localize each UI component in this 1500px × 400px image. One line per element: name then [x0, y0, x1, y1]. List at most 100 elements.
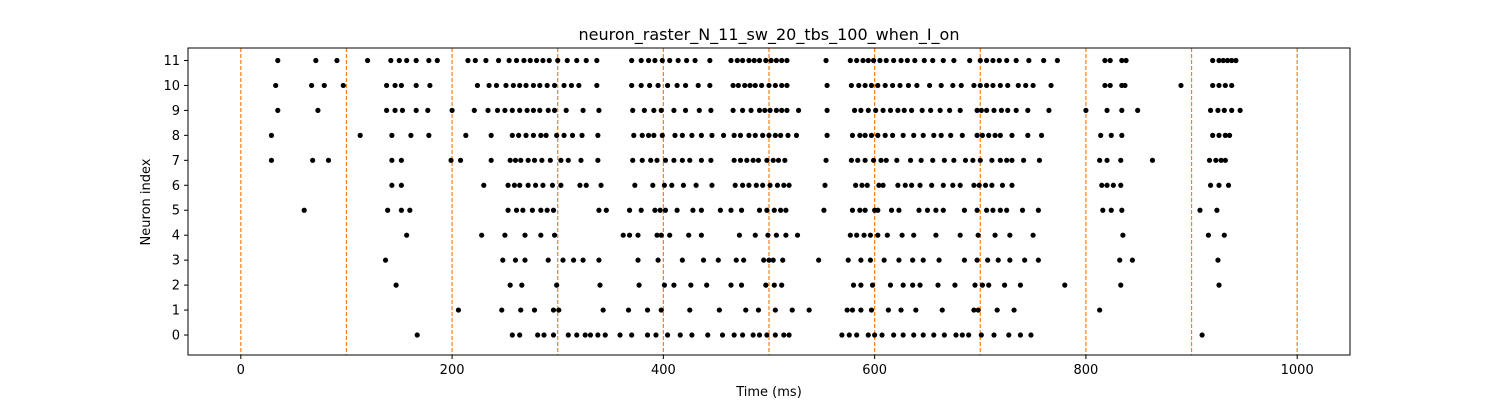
spike-marker	[275, 57, 281, 64]
spike-marker	[620, 232, 626, 238]
spike-marker	[888, 207, 895, 213]
spike-marker	[967, 57, 973, 64]
spike-marker	[793, 132, 800, 138]
spike-marker	[561, 82, 567, 89]
spike-marker	[426, 57, 432, 64]
spike-marker	[794, 232, 801, 238]
spike-marker	[875, 82, 881, 89]
spike-marker	[765, 232, 771, 238]
spike-marker	[884, 232, 890, 238]
spike-marker	[773, 107, 779, 113]
spike-marker	[1149, 157, 1156, 163]
spike-marker	[1017, 282, 1024, 288]
spike-marker	[505, 207, 511, 213]
spike-marker	[594, 57, 600, 64]
spike-marker	[851, 107, 858, 113]
spike-marker	[560, 257, 566, 263]
y-tick-label: 9	[172, 104, 180, 119]
spike-marker	[538, 232, 544, 238]
spike-marker	[507, 282, 513, 288]
spike-marker	[494, 107, 501, 113]
spike-marker	[700, 257, 707, 263]
spike-marker	[975, 307, 981, 313]
spike-marker	[854, 332, 860, 338]
spike-marker	[493, 82, 500, 89]
spike-marker	[630, 157, 636, 163]
spike-marker	[558, 182, 564, 188]
spike-marker	[916, 207, 922, 213]
spike-marker	[393, 282, 399, 288]
spike-marker	[951, 157, 957, 163]
spike-marker	[645, 57, 652, 64]
spike-marker	[1118, 182, 1124, 188]
spike-marker	[847, 232, 853, 238]
spike-marker	[537, 107, 543, 113]
spike-marker	[767, 107, 773, 113]
spike-marker	[933, 207, 939, 213]
spike-marker	[751, 57, 757, 64]
spike-marker	[530, 107, 537, 113]
spike-marker	[1207, 107, 1214, 113]
spike-marker	[875, 207, 881, 213]
spike-marker	[1015, 82, 1021, 89]
spike-marker	[990, 57, 996, 64]
spike-marker	[894, 157, 900, 163]
spike-marker	[905, 82, 912, 89]
spike-marker	[651, 107, 657, 113]
spike-marker	[876, 182, 882, 188]
spike-marker	[731, 332, 737, 338]
spike-marker	[1214, 207, 1220, 213]
spike-marker	[997, 207, 1003, 213]
spike-marker	[950, 82, 956, 89]
stimulus-onset-lines	[240, 48, 1298, 355]
spike-marker	[509, 132, 515, 138]
spike-marker	[398, 82, 404, 89]
spike-marker	[625, 307, 632, 313]
spike-marker	[728, 282, 734, 288]
spike-marker	[858, 307, 864, 313]
spike-marker	[887, 107, 894, 113]
spike-marker	[661, 282, 668, 288]
spike-marker	[739, 57, 746, 64]
spike-marker	[544, 207, 550, 213]
spike-marker	[667, 232, 673, 238]
spike-marker	[756, 332, 763, 338]
spike-marker	[737, 132, 744, 138]
chart-title: neuron_raster_N_11_sw_20_tbs_100_when_I_…	[579, 25, 960, 45]
spike-marker	[523, 82, 529, 89]
spike-marker	[739, 182, 746, 188]
spike-marker	[404, 57, 410, 64]
spike-marker	[537, 82, 543, 89]
spike-marker	[382, 257, 389, 263]
spike-marker	[978, 332, 984, 338]
spike-marker	[527, 57, 533, 64]
spike-marker	[865, 332, 871, 338]
spike-marker	[1001, 282, 1008, 288]
spike-marker	[449, 107, 455, 113]
y-tick-label: 3	[172, 254, 180, 269]
spike-marker	[947, 107, 953, 113]
spike-marker	[517, 332, 523, 338]
spike-marker	[738, 207, 745, 213]
spike-marker	[413, 107, 419, 113]
spike-marker	[861, 232, 867, 238]
spike-marker	[1104, 157, 1110, 163]
spike-marker	[273, 82, 279, 89]
spike-marker	[596, 207, 602, 213]
spike-marker	[407, 207, 413, 213]
spike-marker	[764, 332, 770, 338]
spike-marker	[481, 182, 487, 188]
spike-marker	[864, 182, 870, 188]
spike-marker	[997, 132, 1003, 138]
spike-marker	[897, 82, 903, 89]
spike-marker	[1199, 332, 1205, 338]
spike-marker	[1226, 132, 1233, 138]
spike-marker	[990, 82, 996, 89]
spike-marker	[849, 307, 856, 313]
spike-marker	[1100, 207, 1106, 213]
spike-marker	[753, 182, 759, 188]
spike-marker	[1119, 132, 1125, 138]
spike-marker	[301, 207, 307, 213]
spike-marker	[639, 157, 645, 163]
spike-marker	[677, 332, 683, 338]
